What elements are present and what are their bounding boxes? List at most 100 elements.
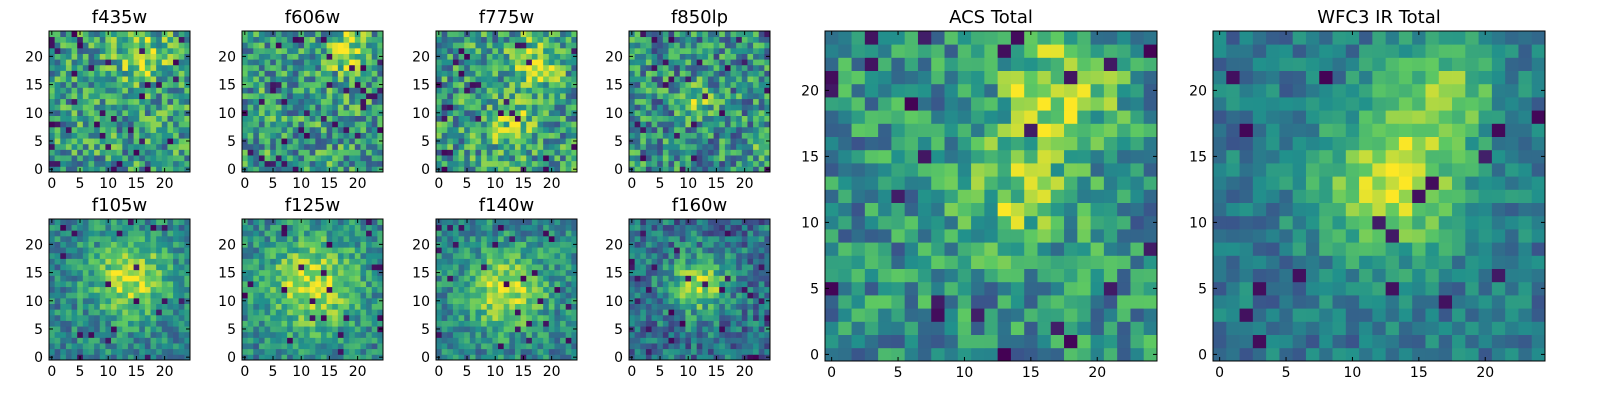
heatmap-cell: [49, 98, 56, 105]
heatmap-cell: [292, 230, 299, 237]
heatmap-cell: [105, 320, 112, 327]
heatmap-cell: [247, 230, 254, 237]
heatmap-cell: [71, 219, 78, 226]
heatmap-cell: [537, 53, 544, 60]
heatmap-cell: [287, 132, 294, 139]
heatmap-cell: [349, 126, 356, 133]
heatmap-cell: [498, 241, 505, 248]
heatmap-cell: [554, 132, 561, 139]
heatmap-cell: [304, 143, 311, 150]
heatmap-cell: [571, 104, 578, 111]
heatmap-cell: [537, 235, 544, 242]
heatmap-cell: [481, 53, 488, 60]
heatmap-cell: [645, 309, 652, 316]
heatmap-cell: [520, 303, 527, 310]
heatmap-cell: [304, 155, 311, 162]
heatmap-cell: [122, 219, 129, 226]
heatmap-cell: [144, 326, 151, 333]
heatmap-cell: [167, 70, 174, 77]
heatmap-cell: [452, 247, 459, 254]
heatmap-cell: [332, 292, 339, 299]
heatmap-cell: [354, 93, 361, 100]
heatmap-cell: [60, 224, 67, 231]
heatmap-cell: [360, 126, 367, 133]
heatmap-cell: [139, 76, 146, 83]
heatmap-cell: [320, 354, 327, 361]
heatmap-cell: [662, 348, 669, 355]
heatmap-cell: [116, 247, 123, 254]
heatmap-cell: [481, 241, 488, 248]
heatmap-cell: [452, 348, 459, 355]
heatmap-cell: [270, 155, 277, 162]
heatmap-cell: [747, 53, 754, 60]
heatmap-cell: [366, 235, 373, 242]
heatmap-cell: [133, 343, 140, 350]
heatmap-cell: [662, 47, 669, 54]
heatmap-cell: [481, 275, 488, 282]
heatmap-cell: [65, 320, 72, 327]
heatmap-cell: [105, 70, 112, 77]
axes-frame: [628, 30, 771, 173]
heatmap-cell: [332, 115, 339, 122]
heatmap-cell: [645, 47, 652, 54]
heatmap-cell: [88, 87, 95, 94]
x-tick-label: 15: [708, 176, 726, 192]
heatmap-cell: [475, 138, 482, 145]
heatmap-cell: [736, 109, 743, 116]
heatmap-cell: [657, 326, 664, 333]
heatmap-cell: [691, 281, 698, 288]
heatmap-cell: [560, 348, 567, 355]
heatmap-cells: [436, 219, 578, 361]
heatmap-cell: [707, 143, 714, 150]
heatmap-cell: [360, 42, 367, 49]
heatmap-cell: [281, 275, 288, 282]
heatmap-cell: [509, 258, 516, 265]
heatmap-cell: [747, 31, 754, 38]
heatmap-cell: [298, 309, 305, 316]
heatmap-cell: [458, 155, 465, 162]
heatmap-cell: [99, 320, 106, 327]
heatmap-cell: [99, 149, 106, 156]
heatmap-cell: [326, 93, 333, 100]
heatmap-cell: [122, 224, 129, 231]
heatmap-cell: [713, 87, 720, 94]
heatmap-cell: [531, 331, 538, 338]
heatmap-cell: [498, 109, 505, 116]
heatmap-cell: [707, 320, 714, 327]
heatmap-cell: [281, 292, 288, 299]
heatmap-cell: [275, 104, 282, 111]
heatmap-cell: [758, 314, 765, 321]
heatmap-cell: [514, 297, 521, 304]
heatmap-cell: [571, 264, 578, 271]
heatmap-cell: [436, 59, 443, 66]
heatmap-cell: [531, 275, 538, 282]
heatmap-cell: [281, 126, 288, 133]
heatmap-cell: [292, 47, 299, 54]
heatmap-cell: [537, 81, 544, 88]
heatmap-cell: [377, 76, 384, 83]
heatmap-cell: [526, 98, 533, 105]
heatmap-cell: [144, 269, 151, 276]
heatmap-cell: [696, 121, 703, 128]
heatmap-cell: [94, 326, 101, 333]
heatmap-cell: [702, 64, 709, 71]
heatmap-cell: [287, 64, 294, 71]
heatmap-cell: [360, 109, 367, 116]
heatmap-cell: [741, 331, 748, 338]
heatmap-cell: [674, 326, 681, 333]
heatmap-cell: [526, 31, 533, 38]
heatmap-cell: [452, 230, 459, 237]
heatmap-cell: [707, 348, 714, 355]
heatmap-cell: [691, 70, 698, 77]
heatmap-cell: [747, 81, 754, 88]
heatmap-cell: [133, 252, 140, 259]
heatmap-cell: [242, 47, 249, 54]
heatmap-cell: [531, 126, 538, 133]
heatmap-cell: [469, 93, 476, 100]
heatmap-cell: [54, 281, 61, 288]
heatmap-cell: [753, 281, 760, 288]
heatmap-cell: [492, 247, 499, 254]
heatmap-cell: [60, 337, 67, 344]
heatmap-cell: [548, 64, 555, 71]
